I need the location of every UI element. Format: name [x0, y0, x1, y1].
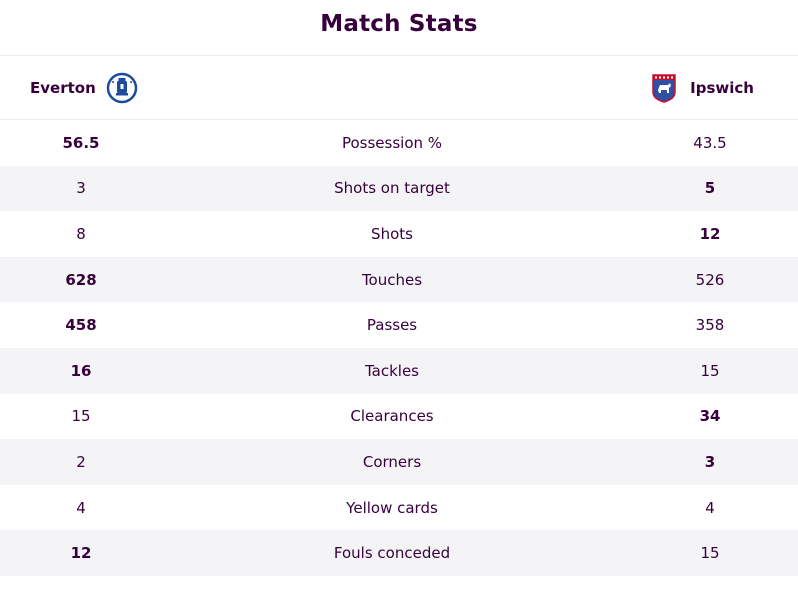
stat-label: Clearances	[350, 407, 434, 426]
table-row: 2 Corners 3	[0, 439, 798, 485]
stat-label: Corners	[162, 439, 622, 485]
home-value: 2	[0, 439, 162, 485]
away-value: 5	[622, 165, 798, 212]
home-value: 628	[0, 256, 162, 303]
home-value: 458	[65, 316, 97, 335]
stat-label: Fouls conceded	[162, 530, 622, 576]
away-value: 526	[622, 256, 798, 303]
stat-label: Tackles	[162, 347, 622, 394]
table-row: 12 Fouls conceded 15	[0, 530, 798, 576]
away-value: 15	[622, 530, 798, 576]
page-title: Match Stats	[320, 10, 478, 37]
away-team-name: Ipswich	[690, 78, 754, 97]
home-value: 3	[0, 165, 162, 212]
title-bar: Match Stats	[0, 0, 798, 56]
home-team[interactable]: Everton	[30, 72, 138, 104]
home-value: 16	[0, 347, 162, 394]
table-row: 3 Shots on target 5	[0, 165, 798, 212]
away-value: 43.5	[693, 133, 727, 152]
stat-label: Possession %	[341, 133, 443, 152]
ipswich-crest-icon	[652, 73, 676, 103]
away-value: 34	[699, 407, 721, 426]
stat-label: Shots	[371, 224, 413, 243]
stats-table: 56.5 Possession % 43.5 3 Shots on target…	[0, 120, 798, 576]
table-row: 16 Tackles 15	[0, 347, 798, 394]
stat-label: Shots on target	[162, 165, 622, 212]
home-value: 4	[76, 498, 86, 517]
away-value: 15	[622, 347, 798, 394]
home-value: 15	[71, 407, 91, 426]
teams-header: Everton Ipswich	[0, 56, 798, 120]
away-value: 12	[699, 224, 721, 243]
away-value: 3	[622, 439, 798, 485]
away-value: 358	[695, 316, 725, 335]
table-row: 458 Passes 358	[0, 302, 798, 348]
table-row: 4 Yellow cards 4	[0, 485, 798, 531]
table-row: 628 Touches 526	[0, 256, 798, 303]
stats-body: 56.5 Possession % 43.5 3 Shots on target…	[0, 120, 798, 576]
table-row: 56.5 Possession % 43.5	[0, 120, 798, 166]
home-value: 8	[76, 224, 86, 243]
away-team[interactable]: Ipswich	[650, 72, 754, 104]
home-value: 12	[0, 530, 162, 576]
everton-crest-icon	[106, 72, 137, 103]
table-row: 15 Clearances 34	[0, 394, 798, 440]
home-value: 56.5	[62, 133, 100, 152]
home-team-name: Everton	[30, 78, 96, 97]
stat-label: Touches	[162, 256, 622, 303]
away-value: 4	[705, 498, 715, 517]
table-row: 8 Shots 12	[0, 211, 798, 257]
stat-label: Passes	[366, 316, 418, 335]
stat-label: Yellow cards	[346, 498, 438, 517]
